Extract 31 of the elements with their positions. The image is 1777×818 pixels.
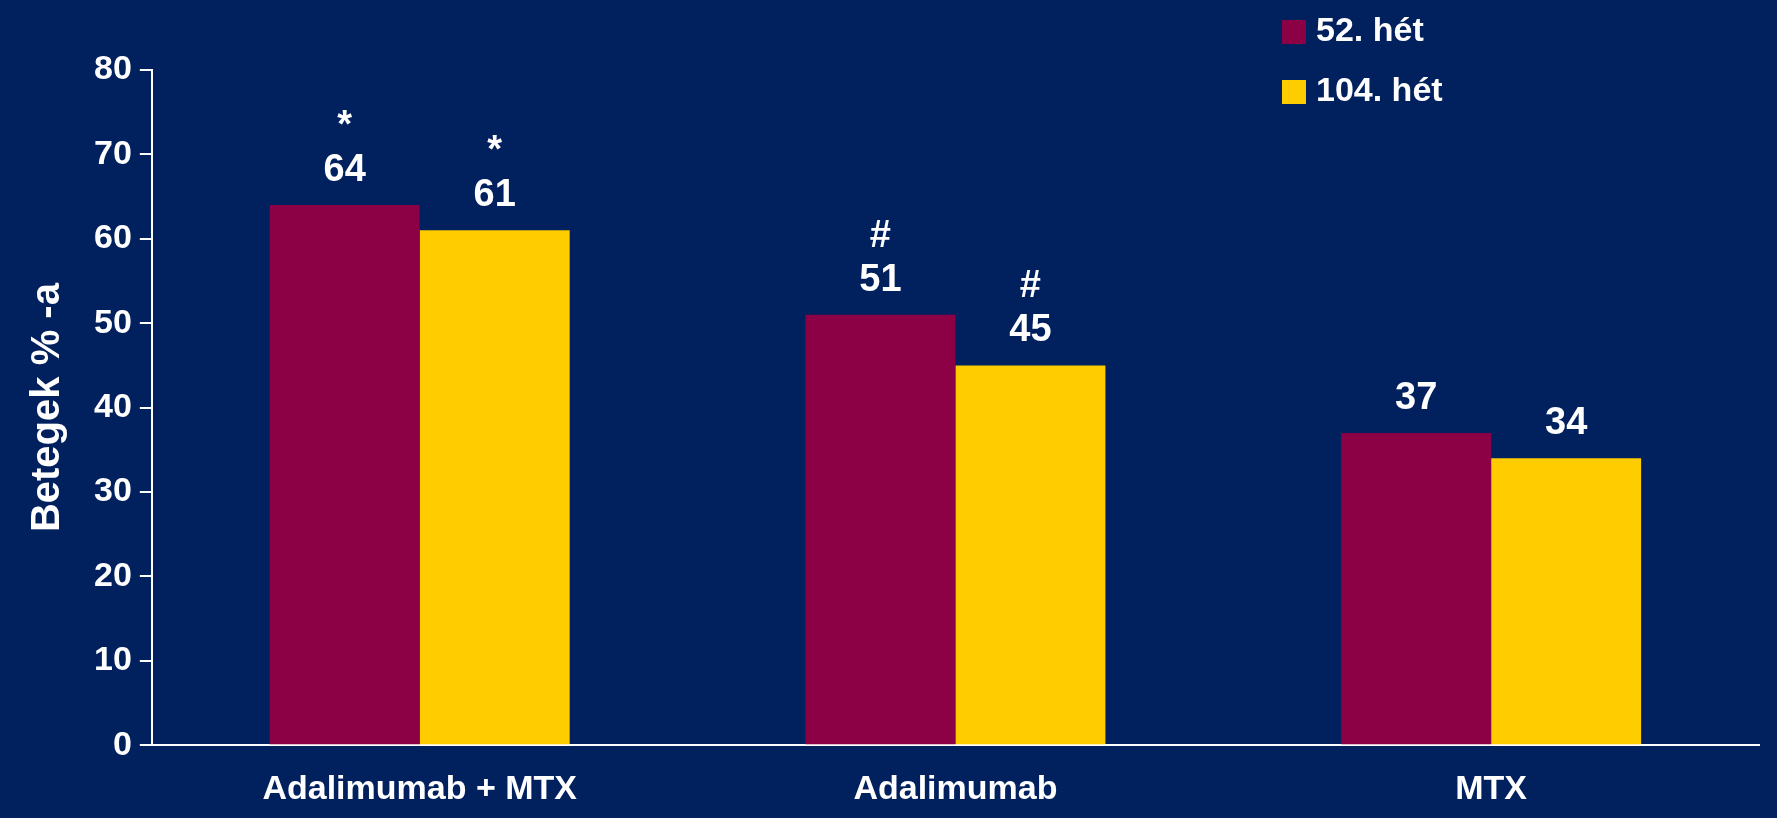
x-tick-label: Adalimumab + MTX (262, 767, 578, 806)
y-axis-title: Betegek % -a (23, 282, 68, 533)
x-tick-label: Adalimumab (853, 767, 1058, 806)
bar (955, 365, 1106, 745)
bar (1491, 458, 1642, 745)
bar (805, 314, 956, 745)
y-tick-label: 50 (93, 301, 132, 340)
y-tick-label: 60 (93, 217, 132, 256)
data-label: 45 (1009, 307, 1052, 350)
y-tick-label: 10 (93, 639, 132, 678)
data-label: 61 (473, 172, 516, 215)
y-tick-label: 20 (93, 554, 132, 593)
legend-label: 52. hét (1316, 10, 1424, 49)
y-tick-label: 30 (93, 470, 132, 509)
x-tick-label: MTX (1455, 767, 1528, 806)
bar (269, 205, 420, 745)
y-tick-label: 0 (112, 723, 132, 762)
annotation: * (487, 128, 503, 171)
y-tick-label: 70 (93, 132, 132, 171)
annotation: # (1019, 263, 1041, 306)
data-label: 34 (1545, 400, 1588, 443)
y-tick-label: 40 (93, 385, 132, 424)
annotation: * (337, 103, 353, 146)
annotation: # (869, 212, 891, 255)
legend-label: 104. hét (1316, 70, 1443, 109)
data-label: 51 (859, 256, 902, 299)
data-label: 37 (1394, 374, 1438, 417)
y-tick-label: 80 (93, 48, 132, 87)
data-label: 64 (323, 147, 366, 190)
bar (1341, 432, 1492, 745)
bar (419, 230, 570, 745)
